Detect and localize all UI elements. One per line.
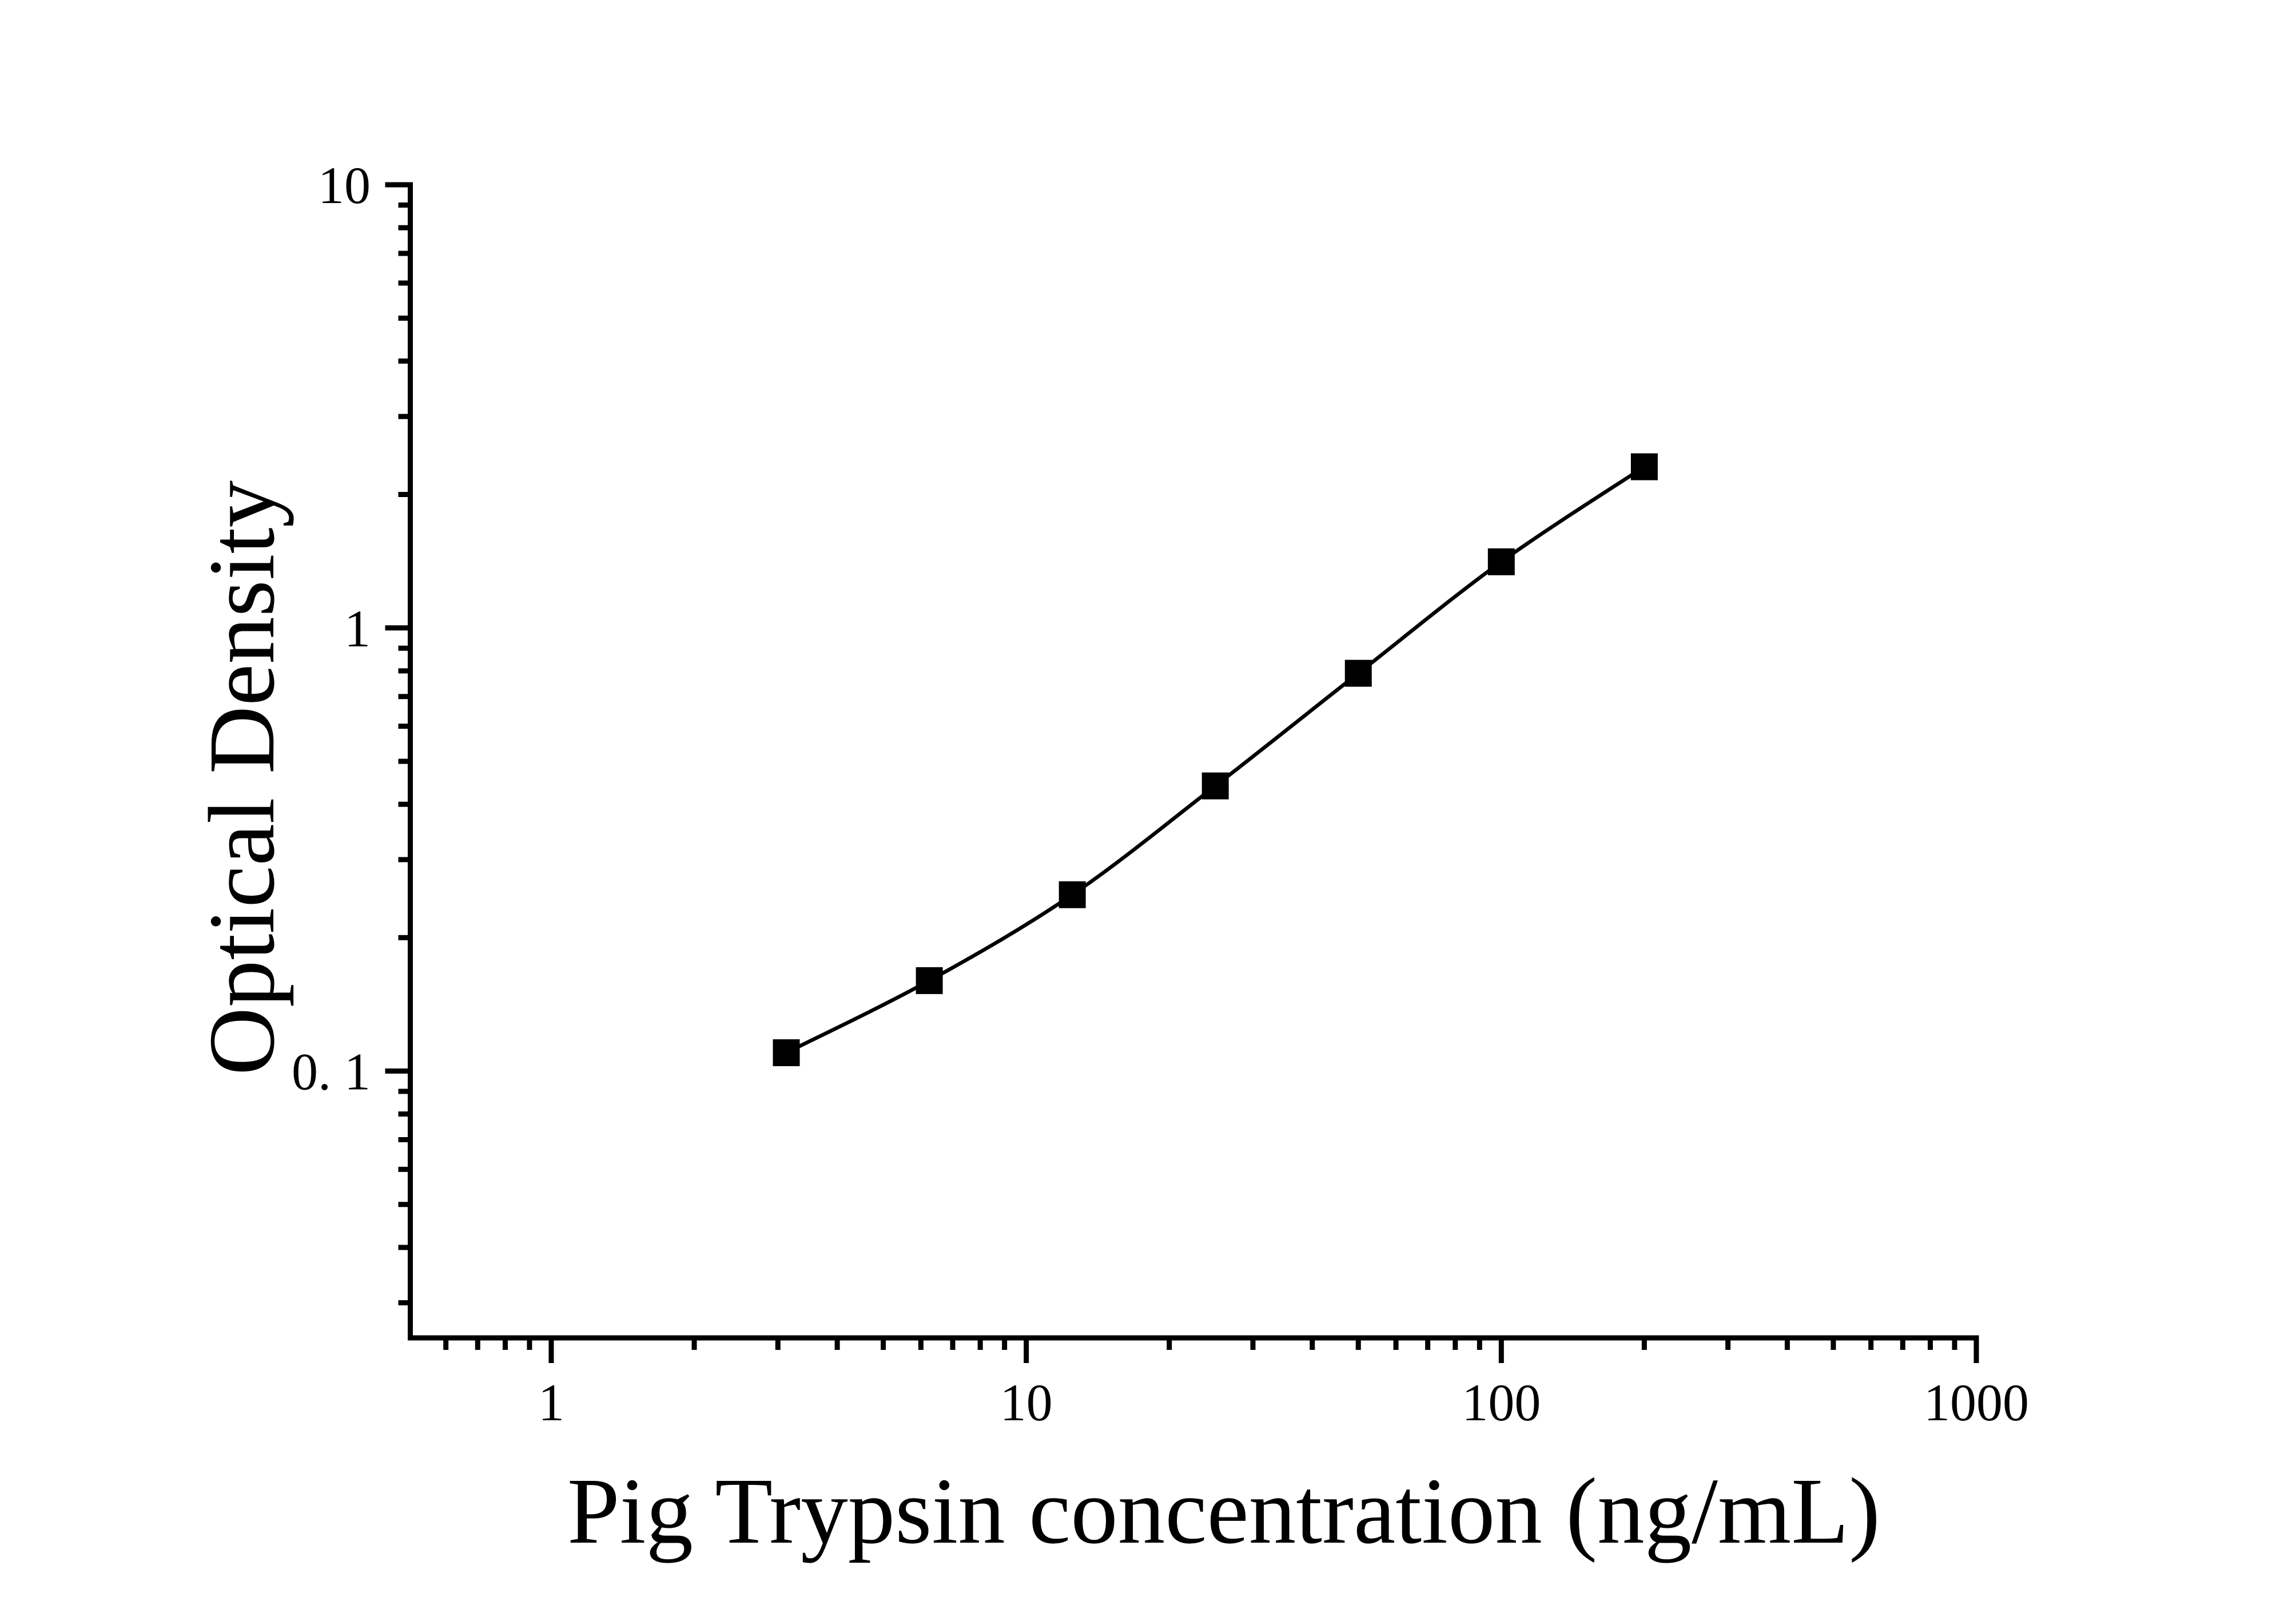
y-tick-label: 0. 1 — [292, 1043, 371, 1101]
x-tick-label: 10 — [1000, 1373, 1053, 1432]
x-axis-title: Pig Trypsin concentration (ng/mL) — [567, 1459, 1880, 1563]
data-point-marker — [1630, 453, 1658, 480]
y-tick-label: 10 — [318, 156, 371, 214]
y-tick-label: 1 — [344, 599, 371, 658]
axis-ticks — [385, 182, 1979, 1363]
data-point-marker — [1344, 660, 1372, 687]
standard-curve-line — [785, 465, 1646, 1055]
axis-tick-labels: 1 10 100 1000 10 1 0. 1 — [292, 156, 2029, 1432]
x-tick-label: 1 — [538, 1373, 564, 1432]
data-point-marker — [916, 967, 943, 994]
axes — [408, 182, 1979, 1341]
x-tick-label: 100 — [1462, 1373, 1541, 1432]
data-point-marker — [1487, 548, 1515, 575]
data-series — [773, 453, 1658, 1066]
y-axis-title: Optical Density — [189, 480, 294, 1075]
data-point-marker — [1059, 881, 1086, 908]
data-point-marker — [773, 1039, 800, 1066]
x-tick-label: 1000 — [1924, 1373, 2029, 1432]
data-point-marker — [1201, 772, 1229, 800]
